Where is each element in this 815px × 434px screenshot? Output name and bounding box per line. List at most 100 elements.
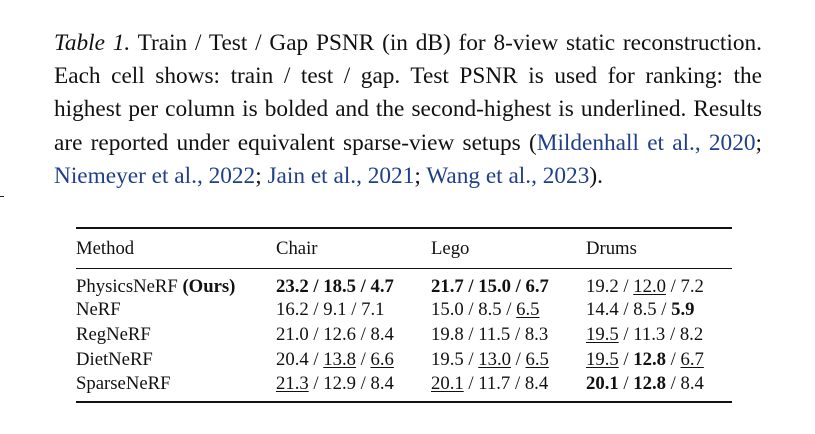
cell-drums: 19.2 / 12.0 / 7.2: [586, 268, 732, 298]
cell-drums: 19.5 / 11.3 / 8.2: [586, 323, 732, 348]
caption-label: Table 1.: [54, 30, 131, 56]
test-psnr-value: 13.8: [323, 349, 356, 370]
table-row: NeRF 16.2 / 9.1 / 7.1 15.0 / 8.5 / 6.5 14.4…: [76, 298, 732, 323]
gap-psnr-value: 6.5: [516, 299, 540, 320]
train-psnr-value: 16.2: [276, 299, 309, 320]
train-psnr-value: 20.1: [431, 372, 464, 394]
citation-separator: ;: [755, 129, 762, 156]
gap-psnr-value: 6.7: [680, 349, 704, 370]
gap-psnr-value: 8.4: [524, 372, 549, 394]
citation-link-mildenhall[interactable]: Mildenhall et al., 2020: [536, 129, 756, 156]
cell-lego: 19.8 / 11.5 / 8.3: [431, 323, 586, 348]
method-cell: PhysicsNeRF (Ours): [76, 268, 276, 298]
value-separator: /: [463, 372, 479, 394]
value-separator: /: [665, 275, 681, 297]
value-separator: /: [308, 349, 324, 370]
method-cell: SparseNeRF: [76, 372, 276, 403]
test-psnr-value: 13.0: [478, 349, 511, 370]
value-separator: /: [355, 275, 371, 297]
value-separator: /: [665, 372, 681, 394]
value-separator: /: [618, 349, 634, 370]
table-header: Method Chair Lego Drums: [76, 227, 732, 269]
value-separator: /: [308, 372, 324, 394]
cell-lego: 21.7 / 15.0 / 6.7: [431, 268, 586, 298]
gap-psnr-value: 5.9: [671, 299, 695, 320]
gap-psnr-value: 6.5: [525, 349, 549, 370]
caption-closing: ).: [589, 162, 603, 189]
test-psnr-value: 9.1: [323, 299, 347, 320]
table-caption: Table 1. Train / Test / Gap PSNR (in dB)…: [54, 27, 762, 193]
gap-psnr-value: 8.2: [679, 324, 704, 345]
value-separator: /: [308, 275, 324, 297]
train-psnr-value: 19.8: [431, 324, 464, 345]
test-psnr-value: 8.5: [633, 299, 657, 320]
test-psnr-value: 11.7: [478, 372, 511, 394]
value-separator: /: [510, 275, 526, 297]
cell-lego: 20.1 / 11.7 / 8.4: [431, 372, 586, 403]
value-separator: /: [355, 349, 371, 370]
citation-link-jain[interactable]: Jain et al., 2021: [267, 162, 415, 189]
value-separator: /: [463, 324, 479, 345]
cell-drums: 20.1 / 12.8 / 8.4: [586, 372, 732, 403]
train-psnr-value: 21.0: [276, 324, 309, 345]
table-row: SparseNeRF 21.3 / 12.9 / 8.4 20.1 / 11.7 /…: [76, 372, 732, 403]
cell-chair: 20.4 / 13.8 / 6.6: [276, 348, 431, 373]
method-name: SparseNeRF: [76, 372, 171, 394]
value-separator: /: [510, 324, 525, 345]
cell-chair: 21.3 / 12.9 / 8.4: [276, 372, 431, 403]
value-separator: /: [510, 349, 526, 370]
test-psnr-value: 12.9: [323, 372, 356, 394]
train-psnr-value: 20.4: [276, 349, 309, 370]
cell-drums: 19.5 / 12.8 / 6.7: [586, 348, 732, 373]
method-suffix: (Ours): [182, 275, 236, 297]
gap-psnr-value: 8.4: [680, 372, 704, 394]
value-separator: /: [656, 299, 672, 320]
cell-chair: 16.2 / 9.1 / 7.1: [276, 298, 431, 323]
cell-lego: 19.5 / 13.0 / 6.5: [431, 348, 586, 373]
train-psnr-value: 14.4: [586, 299, 619, 320]
value-separator: /: [618, 299, 634, 320]
test-psnr-value: 18.5: [323, 275, 356, 297]
gap-psnr-value: 8.4: [370, 324, 394, 345]
value-separator: /: [665, 349, 681, 370]
citation-separator: ;: [255, 162, 268, 189]
gap-psnr-value: 6.6: [370, 349, 394, 370]
citation-separator: ;: [414, 162, 427, 189]
column-header-chair: Chair: [276, 227, 431, 269]
method-cell: NeRF: [76, 298, 276, 323]
caption-text: Train / Test / Gap PSNR (in dB) for 8-vi…: [54, 30, 762, 156]
table-row: PhysicsNeRF (Ours) 23.2 / 18.5 / 4.7 21.7 …: [76, 268, 732, 298]
train-psnr-value: 19.2: [586, 275, 619, 297]
value-separator: /: [665, 324, 680, 345]
value-separator: /: [618, 372, 634, 394]
train-psnr-value: 19.5: [586, 324, 619, 345]
column-header-drums: Drums: [586, 227, 732, 269]
test-psnr-value: 11.3: [633, 324, 666, 345]
method-cell: DietNeRF: [76, 348, 276, 373]
cell-chair: 21.0 / 12.6 / 8.4: [276, 323, 431, 348]
gap-psnr-value: 8.4: [370, 372, 394, 394]
gap-psnr-value: 7.2: [680, 275, 704, 297]
value-separator: /: [463, 275, 479, 297]
table-row: RegNeRF 21.0 / 12.6 / 8.4 19.8 / 11.5 / 8.…: [76, 323, 732, 348]
method-name: RegNeRF: [76, 324, 151, 345]
column-header-lego: Lego: [431, 227, 586, 269]
citation-link-wang[interactable]: Wang et al., 2023: [426, 162, 590, 189]
results-table: Method Chair Lego Drums PhysicsNeRF (Our…: [76, 227, 732, 403]
value-separator: /: [355, 324, 371, 345]
gap-psnr-value: 6.7: [525, 275, 549, 297]
train-psnr-value: 23.2: [276, 275, 309, 297]
citation-link-niemeyer[interactable]: Niemeyer et al., 2022: [54, 162, 256, 189]
cell-chair: 23.2 / 18.5 / 4.7: [276, 268, 431, 298]
train-psnr-value: 15.0: [431, 299, 464, 320]
test-psnr-value: 11.5: [478, 324, 511, 345]
value-separator: /: [463, 299, 479, 320]
test-psnr-value: 12.6: [323, 324, 356, 345]
gap-psnr-value: 4.7: [370, 275, 394, 297]
table-row: DietNeRF 20.4 / 13.8 / 6.6 19.5 / 13.0 / 6…: [76, 348, 732, 373]
value-separator: /: [346, 299, 362, 320]
train-psnr-value: 20.1: [586, 372, 619, 394]
value-separator: /: [463, 349, 479, 370]
train-psnr-value: 21.3: [276, 372, 309, 394]
value-separator: /: [355, 372, 371, 394]
